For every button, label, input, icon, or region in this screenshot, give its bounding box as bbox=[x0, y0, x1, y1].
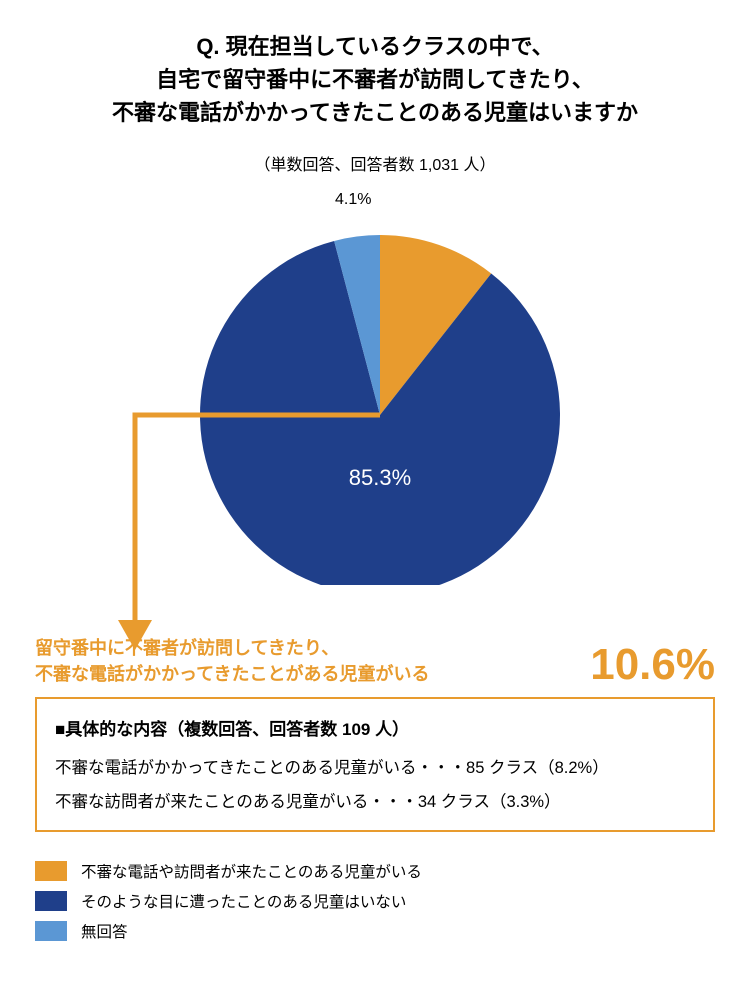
callout-title: ■具体的な内容（複数回答、回答者数 109 人） bbox=[55, 715, 695, 740]
pie-label-main: 85.3% bbox=[349, 465, 411, 490]
legend-item: そのような目に遭ったことのある児童はいない bbox=[35, 890, 715, 912]
highlight-line: 不審な電話がかかってきたことがある児童がいる bbox=[35, 664, 430, 684]
pie-label-noanswer: 4.1% bbox=[335, 191, 371, 209]
callout-box: ■具体的な内容（複数回答、回答者数 109 人） 不審な電話がかかってきたことの… bbox=[35, 697, 715, 832]
legend: 不審な電話や訪問者が来たことのある児童がいる そのような目に遭ったことのある児童… bbox=[35, 860, 715, 942]
pie-chart: 85.3% bbox=[190, 205, 570, 585]
chart-title: Q. 現在担当しているクラスの中で、 自宅で留守番中に不審者が訪問してきたり、 … bbox=[0, 0, 750, 129]
highlight-row: 留守番中に不審者が訪問してきたり、 不審な電話がかかってきたことがある児童がいる… bbox=[35, 635, 715, 687]
legend-swatch bbox=[35, 891, 67, 911]
legend-label: そのような目に遭ったことのある児童はいない bbox=[81, 890, 406, 912]
legend-item: 不審な電話や訪問者が来たことのある児童がいる bbox=[35, 860, 715, 882]
chart-area: 85.3% 4.1% bbox=[0, 175, 750, 635]
title-line: 不審な電話がかかってきたことのある児童はいますか bbox=[0, 96, 750, 129]
callout-item: 不審な訪問者が来たことのある児童がいる・・・34 クラス（3.3%） bbox=[55, 788, 695, 812]
title-line: Q. 現在担当しているクラスの中で、 bbox=[0, 30, 750, 63]
chart-subtitle: （単数回答、回答者数 1,031 人） bbox=[0, 151, 750, 175]
legend-label: 無回答 bbox=[81, 920, 128, 942]
callout-item: 不審な電話がかかってきたことのある児童がいる・・・85 クラス（8.2%） bbox=[55, 754, 695, 778]
highlight-line: 留守番中に不審者が訪問してきたり、 bbox=[35, 638, 339, 658]
legend-swatch bbox=[35, 861, 67, 881]
title-line: 自宅で留守番中に不審者が訪問してきたり、 bbox=[0, 63, 750, 96]
legend-label: 不審な電話や訪問者が来たことのある児童がいる bbox=[81, 860, 422, 882]
highlight-text: 留守番中に不審者が訪問してきたり、 不審な電話がかかってきたことがある児童がいる bbox=[35, 635, 430, 687]
legend-swatch bbox=[35, 921, 67, 941]
highlight-percent: 10.6% bbox=[590, 643, 715, 687]
legend-item: 無回答 bbox=[35, 920, 715, 942]
